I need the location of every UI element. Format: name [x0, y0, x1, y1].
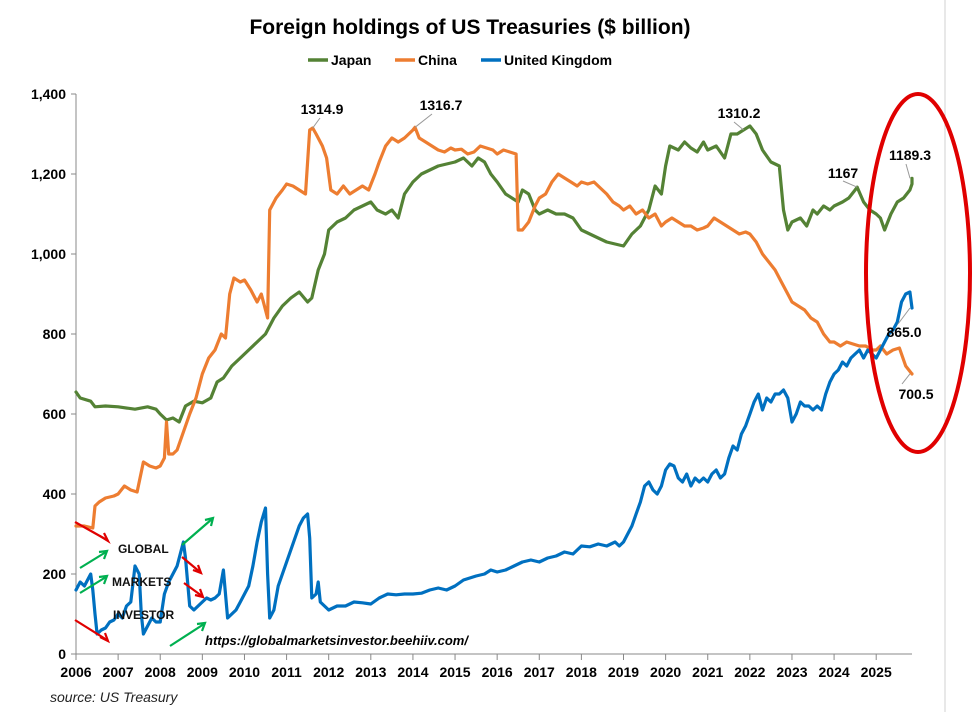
- x-tick-label: 2024: [819, 664, 850, 680]
- annotations: 1314.9 1316.7 1310.2 1167 1189.3 865.0 700.5: [301, 97, 934, 402]
- x-tick-label: 2016: [482, 664, 513, 680]
- x-tick-label: 2006: [60, 664, 91, 680]
- logo-word-investor: INVESTOR: [113, 608, 174, 622]
- legend: Japan China United Kingdom: [308, 52, 612, 68]
- y-tick-label: 1,200: [31, 166, 66, 182]
- x-tick-label: 2023: [776, 664, 807, 680]
- x-tick-label: 2014: [397, 664, 428, 680]
- x-tick-label: 2008: [145, 664, 176, 680]
- y-tick-label: 1,000: [31, 246, 66, 262]
- annotation-label: 1314.9: [301, 101, 344, 117]
- annotation-label: 865.0: [886, 324, 921, 340]
- y-tick-label: 0: [58, 646, 66, 662]
- series-group: [74, 124, 914, 636]
- watermark-url: https://globalmarketsinvestor.beehiiv.co…: [205, 633, 469, 648]
- x-tick-label: 2011: [271, 664, 302, 680]
- logo-watermark: GLOBAL MARKETS INVESTOR: [74, 516, 215, 647]
- annotation-label: 1167: [828, 165, 859, 181]
- y-tick-label: 400: [43, 486, 67, 502]
- legend-label-china: China: [418, 52, 457, 68]
- annotation-label: 1310.2: [718, 105, 761, 121]
- x-axis: 2006 2007 2008 2009 2010 2011 2012 2013 2014 2015…: [60, 653, 912, 680]
- legend-label-japan: Japan: [331, 52, 371, 68]
- y-tick-label: 800: [43, 326, 67, 342]
- annotation-leader: [842, 180, 858, 188]
- x-tick-label: 2020: [650, 664, 681, 680]
- series-line-china: [74, 125, 914, 530]
- series-line-united-kingdom: [74, 290, 914, 636]
- highlight-ellipse: [864, 92, 972, 454]
- logo-green-arrows: [79, 516, 215, 647]
- logo-word-markets: MARKETS: [112, 575, 171, 589]
- y-tick-label: 600: [43, 406, 67, 422]
- annotation-label: 1189.3: [889, 147, 931, 163]
- x-tick-label: 2022: [734, 664, 765, 680]
- chart-title: Foreign holdings of US Treasuries ($ bil…: [249, 16, 690, 39]
- x-tick-label: 2009: [187, 664, 218, 680]
- x-tick-label: 2025: [861, 664, 892, 680]
- x-tick-label: 2015: [439, 664, 470, 680]
- y-tick-label: 1,400: [31, 86, 66, 102]
- legend-label-united-kingdom: United Kingdom: [504, 52, 612, 68]
- x-tick-label: 2007: [103, 664, 134, 680]
- annotation-leader: [414, 113, 433, 128]
- y-axis: 0 200 400 600 800 1,000 1,200 1,400: [31, 86, 77, 662]
- x-tick-label: 2019: [608, 664, 639, 680]
- x-tick-label: 2010: [229, 664, 260, 680]
- annotation-leader: [733, 121, 744, 131]
- y-tick-label: 200: [43, 566, 67, 582]
- series-line-japan: [74, 124, 914, 424]
- x-tick-label: 2018: [566, 664, 597, 680]
- x-tick-label: 2017: [524, 664, 555, 680]
- annotation-label: 700.5: [898, 386, 933, 402]
- annotation-leader: [897, 307, 911, 325]
- annotation-leader: [905, 163, 911, 179]
- logo-red-arrows: [74, 521, 205, 644]
- annotation-leader: [312, 117, 321, 129]
- x-tick-label: 2021: [692, 664, 723, 680]
- logo-word-global: GLOBAL: [118, 542, 169, 556]
- annotation-leader: [901, 373, 911, 385]
- x-tick-label: 2012: [313, 664, 344, 680]
- annotation-label: 1316.7: [420, 97, 463, 113]
- source-note: source: US Treasury: [50, 689, 178, 705]
- x-tick-label: 2013: [355, 664, 386, 680]
